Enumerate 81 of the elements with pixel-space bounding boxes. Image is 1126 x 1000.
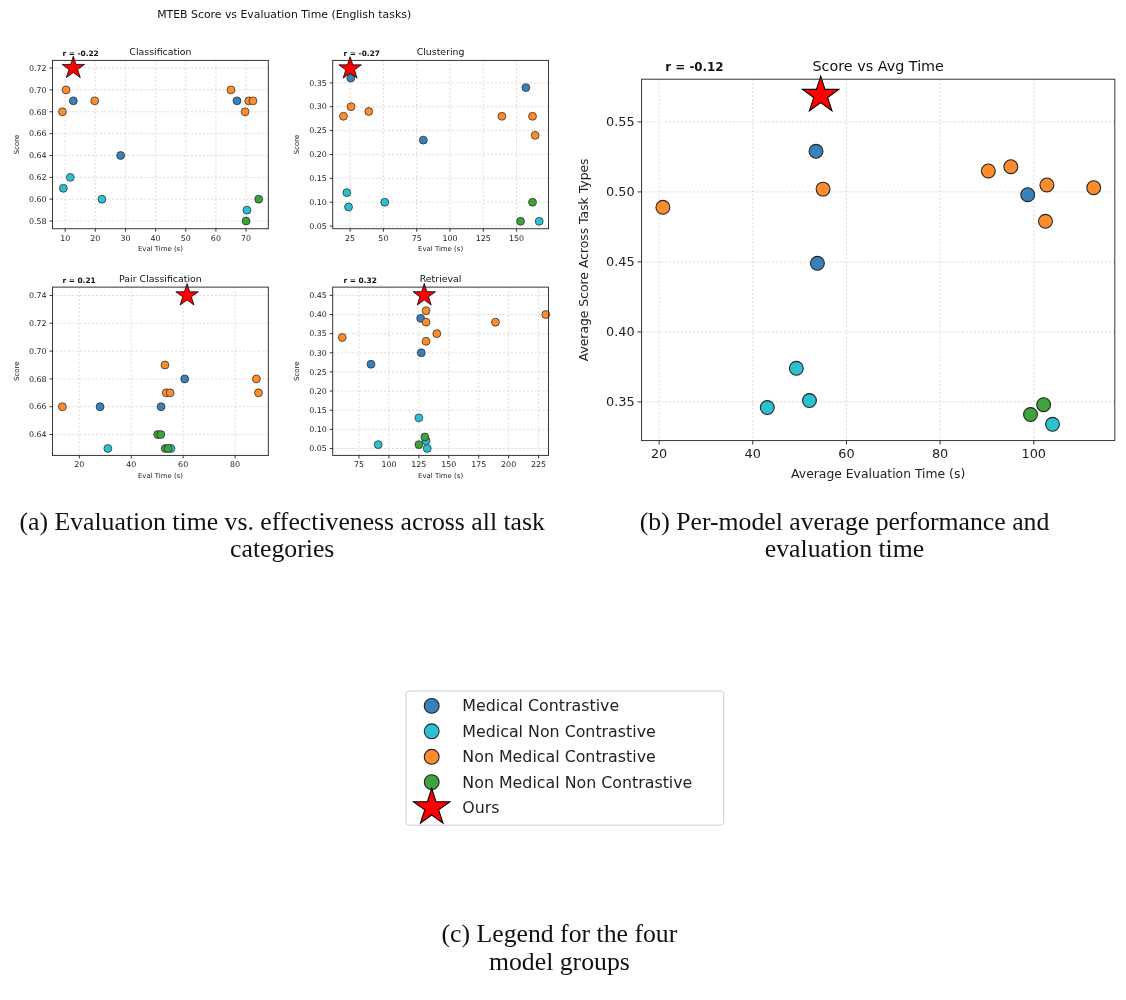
text: (b) Per-model average performance and evaluation time <box>639 506 1050 564</box>
y-tick-label: 0.68 <box>28 107 47 117</box>
y-tick-label: 0.40 <box>606 324 635 340</box>
y-tick-label: 0.62 <box>28 173 47 183</box>
chart-title: Classification <box>129 46 192 58</box>
legend-label: Non Medical Non Contrastive <box>462 772 693 792</box>
x-tick-label: 150 <box>441 460 457 470</box>
x-tick-label: 225 <box>531 460 547 470</box>
y-tick-label: 0.35 <box>606 394 635 410</box>
y-tick-label: 0.64 <box>28 430 47 440</box>
text: MTEB Score vs Evaluation Time (English tasks) <box>157 7 412 21</box>
legend-label: Non Medical Contrastive <box>462 747 656 767</box>
y-tick-label: 0.15 <box>309 174 327 184</box>
y-tick-label: 0.64 <box>28 151 47 161</box>
y-tick-label: 0.25 <box>309 367 327 377</box>
y-tick-label: 0.20 <box>309 150 327 160</box>
chart-title: Pair Classification <box>119 273 202 285</box>
y-tick-label: 0.30 <box>309 348 327 358</box>
y-tick-label: 0.10 <box>309 197 327 207</box>
x-tick-label: 40 <box>744 446 761 462</box>
y-tick-label: 0.20 <box>309 386 327 396</box>
x-tick-label: 125 <box>475 233 491 243</box>
legend-label: Ours <box>462 798 500 818</box>
text: (a) Evaluation time vs. effectiveness across all task categories <box>19 506 546 564</box>
x-tick-label: 60 <box>178 460 189 470</box>
y-tick-label: 0.60 <box>28 194 47 204</box>
x-tick-label: 50 <box>378 233 389 243</box>
y-tick-label: 0.30 <box>309 102 327 112</box>
y-tick-label: 0.45 <box>309 291 327 301</box>
x-tick-label: 100 <box>1021 446 1047 462</box>
x-tick-label: 175 <box>471 460 487 470</box>
x-tick-label: 80 <box>931 446 949 462</box>
x-tick-label: 60 <box>210 233 221 243</box>
y-tick-label: 0.05 <box>309 444 327 454</box>
chart-title: Score vs Avg Time <box>812 58 945 75</box>
chart-title: Clustering <box>416 46 465 58</box>
y-tick-label: 0.68 <box>28 374 47 384</box>
y-tick-label: 0.70 <box>28 346 47 356</box>
y-tick-label: 0.72 <box>28 319 47 329</box>
x-tick-label: 50 <box>180 233 191 243</box>
x-tick-label: 25 <box>345 233 356 243</box>
text: (c) Legend for the four model groups <box>441 919 678 977</box>
y-tick-label: 0.25 <box>309 126 327 136</box>
x-tick-label: 100 <box>381 460 397 470</box>
x-tick-label: 30 <box>120 233 131 243</box>
y-tick-label: 0.50 <box>606 184 635 200</box>
x-tick-label: 40 <box>150 233 161 243</box>
y-tick-label: 0.05 <box>309 221 327 231</box>
x-tick-label: 20 <box>90 233 101 243</box>
y-tick-label: 0.74 <box>28 291 47 301</box>
legend-label: Medical Non Contrastive <box>462 721 656 741</box>
y-tick-label: 0.35 <box>309 329 327 339</box>
y-tick-label: 0.66 <box>28 402 47 412</box>
x-tick-label: 100 <box>442 233 458 243</box>
y-tick-label: 0.35 <box>309 78 327 88</box>
x-tick-label: 125 <box>411 460 427 470</box>
y-tick-label: 0.72 <box>28 63 47 73</box>
x-tick-label: 70 <box>241 233 252 243</box>
x-tick-label: 60 <box>838 446 855 462</box>
chart-title: Retrieval <box>419 273 462 285</box>
x-tick-label: 20 <box>74 460 85 470</box>
x-tick-label: 40 <box>126 460 137 470</box>
y-tick-label: 0.45 <box>606 254 635 270</box>
y-tick-label: 0.10 <box>309 425 327 435</box>
x-tick-label: 200 <box>501 460 517 470</box>
y-axis-title: Average Score Across Task Types <box>577 158 592 362</box>
x-tick-label: 20 <box>650 446 668 462</box>
y-tick-label: 0.15 <box>309 405 327 415</box>
y-tick-label: 0.40 <box>309 310 327 320</box>
x-axis-title: Average Evaluation Time (s) <box>791 467 966 482</box>
x-tick-label: 80 <box>230 460 241 470</box>
y-tick-label: 0.70 <box>28 85 47 95</box>
x-tick-label: 75 <box>411 233 422 243</box>
legend-label: Medical Contrastive <box>462 696 620 716</box>
x-tick-label: 10 <box>60 233 71 243</box>
x-tick-label: 75 <box>353 460 365 470</box>
x-tick-label: 150 <box>509 233 525 243</box>
text: r = -0.12 <box>665 60 724 75</box>
y-tick-label: 0.55 <box>606 114 635 130</box>
y-tick-label: 0.66 <box>28 129 47 139</box>
y-tick-label: 0.58 <box>28 216 47 226</box>
